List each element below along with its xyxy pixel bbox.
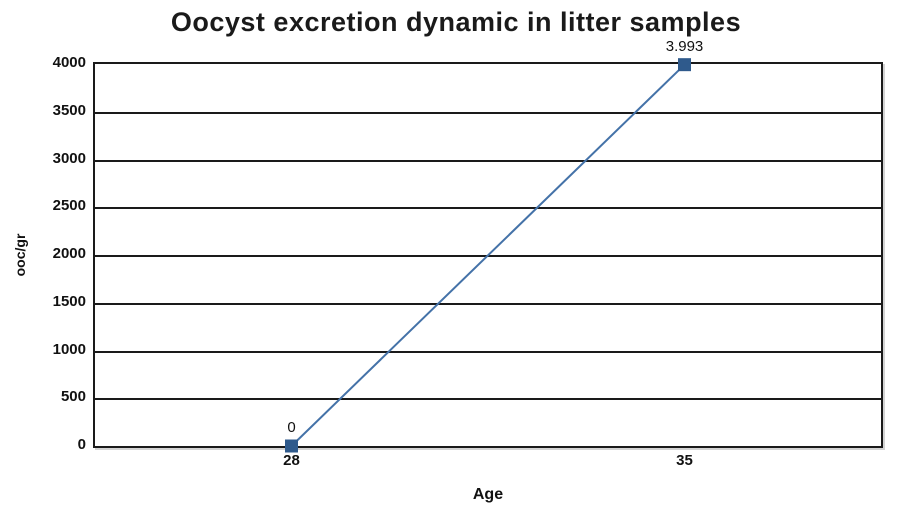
- line-series: [285, 58, 691, 453]
- series-line: [290, 63, 686, 447]
- data-point-marker: [285, 439, 298, 453]
- plot-area: 0 3.993: [93, 38, 883, 453]
- gridline: [95, 350, 881, 353]
- x-tick-label: 35: [676, 452, 693, 469]
- y-tick-label: 2500: [52, 197, 86, 215]
- data-point-label: 3.993: [665, 37, 704, 55]
- y-tick-label: 3000: [52, 149, 86, 167]
- y-axis-ticks: 0 500 1000 1500 2000 2500 3000 3500 4000: [0, 54, 86, 453]
- y-tick-label: 0: [77, 436, 86, 453]
- chart-title: Oocyst excretion dynamic in litter sampl…: [170, 7, 742, 37]
- gridline: [95, 207, 881, 210]
- y-tick-label: 1000: [52, 340, 86, 358]
- y-tick-label: 4000: [52, 54, 86, 71]
- gridline: [95, 159, 881, 162]
- x-tick-label: 28: [283, 452, 300, 469]
- y-tick-label: 1500: [52, 292, 86, 310]
- x-axis-ticks: 28 35: [95, 452, 881, 472]
- gridline: [95, 111, 881, 114]
- gridline: [95, 398, 881, 401]
- x-axis-title: Age: [472, 486, 504, 503]
- y-tick-label: 3500: [52, 101, 86, 119]
- data-point-label: 0: [287, 419, 296, 436]
- gridline: [95, 302, 881, 305]
- data-point-marker: [678, 58, 691, 72]
- y-tick-label: 500: [60, 388, 86, 406]
- y-tick-label: 2000: [52, 245, 86, 262]
